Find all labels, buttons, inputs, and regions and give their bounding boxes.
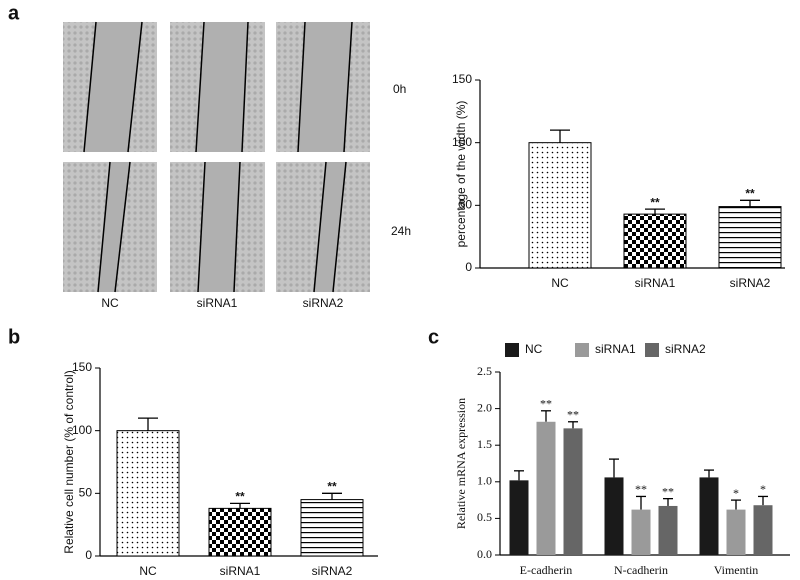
bar bbox=[300, 499, 364, 557]
y-tick-label: 0.0 bbox=[477, 547, 492, 561]
legend-swatch bbox=[645, 343, 659, 357]
y-axis-label: percentage of the width (%) bbox=[454, 101, 468, 248]
y-tick-label: 1.5 bbox=[477, 437, 492, 451]
y-tick-label: 50 bbox=[459, 198, 473, 212]
x-tick-label: siRNA2 bbox=[730, 276, 771, 290]
x-tick-label: Vimentin bbox=[714, 563, 759, 577]
x-tick-label: siRNA1 bbox=[220, 564, 261, 578]
legend-label: siRNA2 bbox=[665, 342, 706, 356]
x-tick-label: NC bbox=[551, 276, 569, 290]
bar bbox=[631, 509, 651, 555]
significance: ** bbox=[540, 397, 552, 411]
y-tick-label: 150 bbox=[452, 72, 472, 86]
column-label: NC bbox=[101, 296, 119, 310]
panel-letter: c bbox=[428, 326, 439, 348]
y-tick-label: 1.0 bbox=[477, 474, 492, 488]
y-tick-label: 100 bbox=[452, 135, 472, 149]
micrographs bbox=[63, 21, 370, 293]
significance: ** bbox=[235, 490, 245, 504]
bar bbox=[116, 430, 180, 557]
significance: * bbox=[733, 486, 739, 500]
legend-label: siRNA1 bbox=[595, 342, 636, 356]
significance: ** bbox=[635, 482, 647, 496]
legend-swatch bbox=[505, 343, 519, 357]
y-tick-label: 0 bbox=[465, 260, 472, 274]
x-tick-label: E-cadherin bbox=[520, 563, 573, 577]
y-axis-label: Relative cell number (% of control) bbox=[62, 370, 76, 553]
y-tick-label: 150 bbox=[72, 360, 92, 374]
column-label: siRNA1 bbox=[197, 296, 238, 310]
row-label: 24h bbox=[391, 224, 411, 238]
bar bbox=[623, 213, 687, 269]
y-tick-label: 0 bbox=[85, 548, 92, 562]
significance: ** bbox=[650, 195, 660, 209]
y-tick-label: 0.5 bbox=[477, 510, 492, 524]
significance: ** bbox=[567, 408, 579, 422]
bar bbox=[208, 507, 272, 557]
bar bbox=[563, 428, 583, 555]
bar bbox=[753, 505, 773, 555]
bar bbox=[536, 421, 556, 555]
x-tick-label: N-cadherin bbox=[614, 563, 668, 577]
significance: ** bbox=[327, 480, 337, 494]
y-tick-label: 2.5 bbox=[477, 364, 492, 378]
significance: ** bbox=[745, 186, 755, 200]
row-label: 0h bbox=[393, 82, 406, 96]
bar bbox=[699, 477, 719, 555]
panel-letter: b bbox=[8, 326, 20, 348]
significance: * bbox=[760, 482, 766, 496]
x-tick-label: siRNA1 bbox=[635, 276, 676, 290]
legend-swatch bbox=[575, 343, 589, 357]
bar bbox=[528, 142, 592, 269]
x-tick-label: NC bbox=[139, 564, 157, 578]
bar bbox=[604, 477, 624, 555]
panel-letter: a bbox=[8, 2, 20, 24]
y-tick-label: 2.0 bbox=[477, 400, 492, 414]
bar bbox=[509, 480, 529, 555]
y-axis-label: Relative mRNA expression bbox=[454, 398, 468, 529]
legend-label: NC bbox=[525, 342, 543, 356]
bar bbox=[658, 505, 678, 555]
column-label: siRNA2 bbox=[303, 296, 344, 310]
bar bbox=[726, 509, 746, 555]
y-tick-label: 50 bbox=[79, 486, 93, 500]
x-tick-label: siRNA2 bbox=[312, 564, 353, 578]
bar bbox=[718, 206, 782, 269]
significance: ** bbox=[662, 484, 674, 498]
y-tick-label: 100 bbox=[72, 423, 92, 437]
